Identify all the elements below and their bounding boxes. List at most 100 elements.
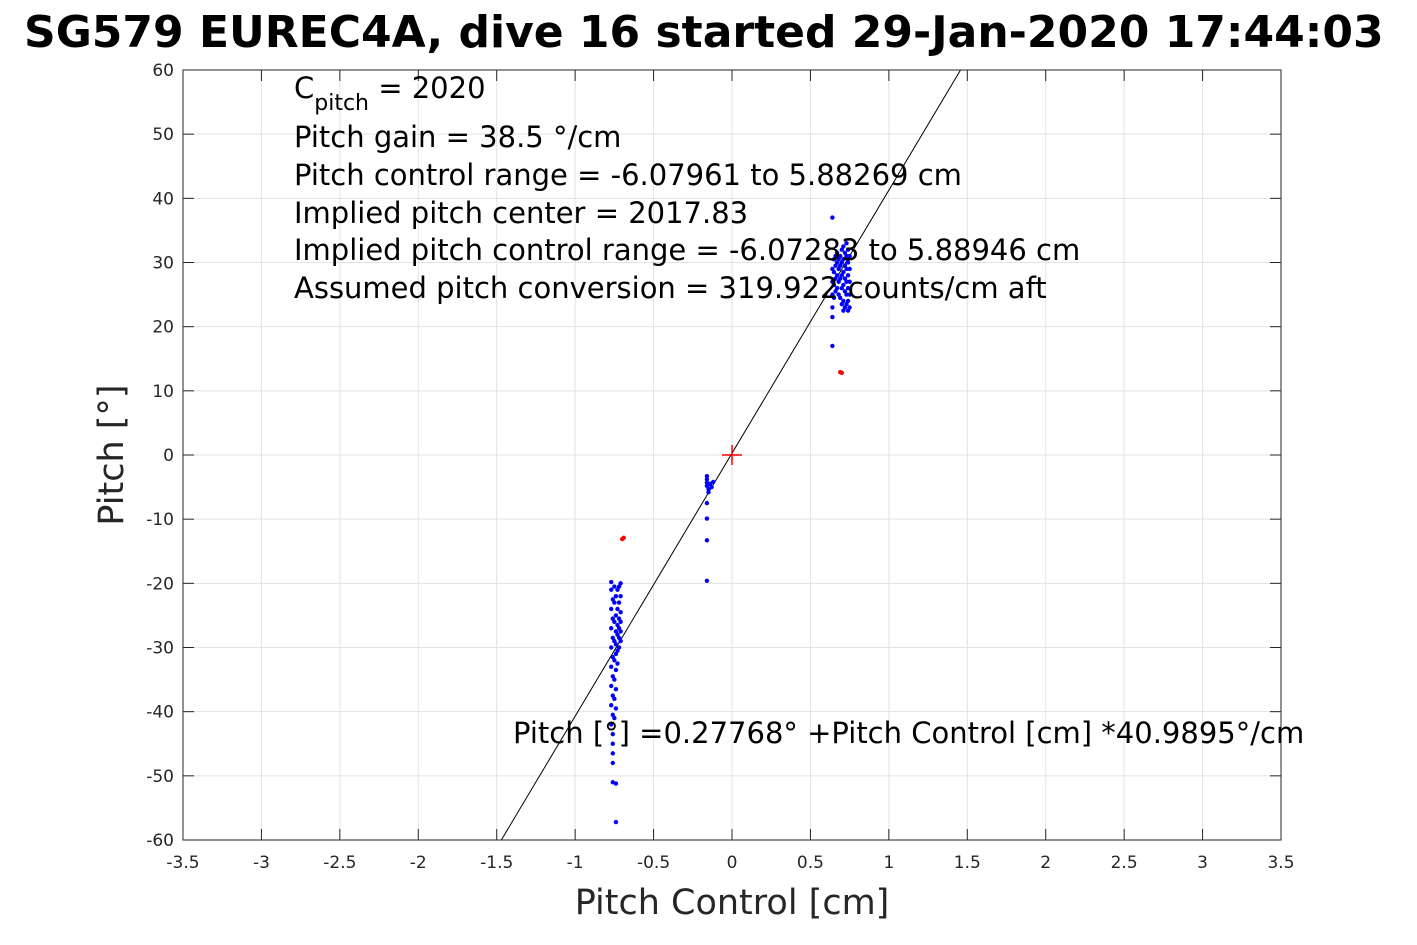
data-point bbox=[845, 260, 851, 265]
data-point bbox=[609, 703, 614, 708]
data-point bbox=[618, 581, 623, 586]
data-point bbox=[609, 645, 614, 650]
data-point bbox=[613, 819, 619, 825]
x-tick-label: 0 bbox=[727, 853, 738, 873]
y-tick-label: -10 bbox=[146, 510, 174, 530]
data-point bbox=[830, 314, 835, 320]
data-point bbox=[613, 667, 619, 673]
data-point bbox=[610, 751, 615, 756]
data-point bbox=[615, 606, 620, 612]
y-axis-label: Pitch [°] bbox=[92, 384, 132, 525]
data-point bbox=[830, 305, 835, 310]
data-point bbox=[616, 645, 622, 650]
data-point bbox=[609, 606, 614, 612]
data-point bbox=[612, 677, 617, 682]
data-point bbox=[831, 282, 837, 288]
data-point bbox=[613, 613, 619, 618]
data-point bbox=[834, 273, 840, 278]
annotation-implied-pitch-center: Implied pitch center = 2017.83 bbox=[294, 196, 748, 230]
data-point bbox=[845, 247, 851, 252]
x-tick-label: -3 bbox=[253, 853, 270, 873]
x-tick-label: -0.5 bbox=[637, 853, 670, 873]
data-point bbox=[831, 295, 837, 300]
y-tick-labels: -60 -50 -40 -30 -20 -10 0 10 20 30 40 50 60 bbox=[146, 61, 174, 851]
data-point bbox=[834, 250, 840, 256]
chart-title: SG579 EUREC4A, dive 16 started 29-Jan-20… bbox=[24, 7, 1384, 58]
data-point bbox=[612, 600, 617, 605]
data-point bbox=[841, 282, 846, 288]
x-tick-label: -2 bbox=[410, 853, 427, 873]
data-point bbox=[844, 253, 849, 259]
data-point bbox=[831, 269, 837, 275]
x-tick-label: 0.5 bbox=[797, 853, 824, 873]
y-tick-label: 10 bbox=[152, 382, 174, 402]
y-tick-label: -30 bbox=[146, 639, 174, 659]
data-point bbox=[613, 687, 619, 692]
annotation-c-pitch-symbol: C bbox=[294, 71, 314, 105]
tick-marks bbox=[182, 69, 1282, 841]
data-point bbox=[844, 279, 849, 284]
data-point bbox=[613, 642, 619, 647]
annotation-c-pitch-value: = 2020 bbox=[369, 71, 486, 105]
data-point bbox=[612, 715, 617, 721]
x-tick-label: 1.5 bbox=[954, 853, 981, 873]
annotation-pitch-gain: Pitch gain = 38.5 °/cm bbox=[294, 120, 621, 154]
data-point bbox=[845, 273, 851, 278]
data-point bbox=[615, 661, 620, 666]
data-point bbox=[847, 266, 852, 272]
y-tick-label: 0 bbox=[163, 446, 174, 466]
y-tick-label: -60 bbox=[146, 831, 174, 851]
data-point bbox=[847, 292, 852, 297]
x-axis-label: Pitch Control [cm] bbox=[575, 883, 890, 923]
data-points bbox=[609, 215, 852, 825]
data-point bbox=[844, 266, 849, 272]
data-point bbox=[618, 593, 623, 599]
data-point bbox=[612, 619, 617, 625]
data-point bbox=[841, 298, 846, 304]
data-point bbox=[610, 731, 615, 737]
data-point bbox=[838, 295, 843, 300]
data-point bbox=[844, 241, 849, 246]
center-marker bbox=[722, 445, 742, 465]
data-point bbox=[710, 479, 716, 485]
data-point bbox=[704, 500, 710, 506]
x-tick-label: 1 bbox=[883, 853, 894, 873]
data-point bbox=[610, 741, 615, 746]
data-point bbox=[838, 253, 843, 259]
x-tick-label: 2 bbox=[1040, 853, 1051, 873]
x-tick-label: 3 bbox=[1197, 853, 1208, 873]
data-point bbox=[704, 578, 710, 583]
outlier-point bbox=[620, 536, 625, 542]
data-point bbox=[609, 579, 614, 585]
data-point bbox=[618, 619, 623, 625]
data-point bbox=[613, 593, 619, 599]
data-point bbox=[841, 244, 846, 249]
data-point bbox=[841, 269, 846, 275]
data-point bbox=[845, 298, 851, 304]
y-tick-label: -50 bbox=[146, 767, 174, 787]
data-point bbox=[704, 477, 710, 482]
data-point bbox=[847, 305, 852, 310]
data-point bbox=[830, 343, 835, 349]
data-point bbox=[618, 629, 623, 634]
x-tick-label: 3.5 bbox=[1267, 853, 1294, 873]
x-tick-label: 2.5 bbox=[1111, 853, 1138, 873]
data-point bbox=[704, 473, 710, 479]
data-point bbox=[704, 538, 710, 543]
y-tick-label: 20 bbox=[152, 318, 174, 338]
data-point bbox=[709, 484, 714, 490]
x-tick-label: -1.5 bbox=[480, 853, 513, 873]
data-point bbox=[847, 253, 852, 259]
annotation-implied-pitch-control-range: Implied pitch control range = -6.07283 t… bbox=[294, 233, 1080, 267]
data-point bbox=[845, 285, 851, 291]
plot-area: -3.5 -3 -2.5 -2 -1.5 -1 -0.5 0 0.5 1 1.5 2 2.5 3 3.5 -… bbox=[146, 61, 1294, 873]
data-point bbox=[609, 683, 614, 689]
data-point bbox=[610, 760, 615, 766]
data-point bbox=[844, 292, 849, 297]
data-point bbox=[834, 285, 840, 291]
data-point bbox=[704, 516, 710, 521]
data-point bbox=[847, 279, 852, 284]
y-tick-label: -20 bbox=[146, 574, 174, 594]
data-point bbox=[706, 490, 711, 495]
annotation-c-pitch-subscript: pitch bbox=[314, 91, 369, 116]
